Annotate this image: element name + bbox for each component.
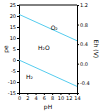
- tick-label: -5: [11, 68, 16, 74]
- tick: -5: [11, 68, 19, 74]
- tick: 0.4: [77, 41, 88, 47]
- tick: 15: [10, 24, 19, 30]
- tick: -10: [8, 79, 19, 85]
- tick-label: 14: [74, 95, 80, 101]
- line: [19, 60, 77, 86]
- tick: 12: [66, 93, 72, 101]
- tick-mark: [77, 44, 79, 45]
- annotation: O₂: [51, 24, 59, 31]
- tick: -15: [8, 90, 19, 96]
- axis-line: [17, 6, 20, 94]
- tick-mark: [77, 25, 79, 26]
- tick-label: 5: [13, 46, 16, 52]
- tick: 6: [43, 93, 46, 101]
- tick-label: 20: [10, 13, 16, 19]
- tick-mark: [17, 27, 19, 28]
- chart: 02468101214-15-10-50510152025-0.40.00.40…: [0, 0, 100, 111]
- tick: 1.2: [77, 2, 88, 8]
- annotation: H₂: [26, 73, 34, 80]
- tick-label: 1.2: [80, 2, 88, 8]
- tick: 0: [13, 57, 19, 63]
- tick-label: -0.4: [80, 80, 90, 86]
- tick: 0: [18, 93, 21, 101]
- lines: [19, 14, 77, 86]
- tick-mark: [17, 16, 19, 17]
- x-axis-title: pH: [44, 103, 52, 111]
- tick-label: 0.8: [80, 22, 88, 28]
- tick-mark: [17, 82, 19, 83]
- tick-label: 15: [10, 24, 16, 30]
- y-axis-title: pe: [2, 45, 10, 53]
- tick: 2: [26, 93, 29, 101]
- tick: 14: [74, 93, 80, 101]
- tick-label: 6: [43, 95, 46, 101]
- tick: 10: [10, 35, 19, 41]
- tick-label: -10: [8, 79, 16, 85]
- tick-mark: [77, 83, 79, 84]
- tick-mark: [77, 5, 79, 6]
- annotation: H₂O: [38, 44, 50, 51]
- tick-label: 8: [51, 95, 54, 101]
- tick-mark: [17, 93, 19, 94]
- tick: 0.0: [77, 61, 88, 67]
- tick-label: 25: [10, 2, 16, 8]
- tick-label: 10: [10, 35, 16, 41]
- tick-mark: [17, 38, 19, 39]
- y2-axis-title: Eh (V): [93, 40, 100, 58]
- axis-line: [78, 6, 80, 94]
- tick-mark: [17, 5, 19, 6]
- tick-label: 10: [58, 95, 64, 101]
- tick-label: 4: [34, 95, 37, 101]
- y2-axis: -0.4 0.0 0.4 0.8 1.2: [77, 2, 90, 93]
- tick-label: 0.0: [80, 61, 88, 67]
- annotations: O₂ H₂O H₂: [26, 24, 58, 81]
- line: [19, 14, 77, 40]
- tick-mark: [77, 64, 79, 65]
- tick-mark: [17, 60, 19, 61]
- tick: 5: [13, 46, 19, 52]
- tick: 0.8: [77, 22, 88, 28]
- frame-line: [19, 5, 77, 6]
- tick-label: 2: [26, 95, 29, 101]
- tick-label: 0: [13, 57, 16, 63]
- tick: 10: [58, 93, 64, 101]
- tick: 8: [51, 93, 54, 101]
- tick-label: 12: [66, 95, 72, 101]
- plot: 02468101214-15-10-50510152025-0.40.00.40…: [8, 2, 90, 100]
- tick: -0.4: [77, 80, 90, 86]
- tick-label: 0.4: [80, 41, 88, 47]
- tick-label: 0: [18, 95, 21, 101]
- tick-mark: [17, 49, 19, 50]
- x-axis: 02468 101214: [18, 93, 81, 101]
- tick: 25: [10, 2, 19, 8]
- tick: 20: [10, 13, 19, 19]
- tick-label: -15: [8, 90, 16, 96]
- tick-mark: [17, 71, 19, 72]
- tick: 4: [34, 93, 37, 101]
- y-axis: -15 -10 -5 0 5 10 15 20 25: [8, 2, 20, 96]
